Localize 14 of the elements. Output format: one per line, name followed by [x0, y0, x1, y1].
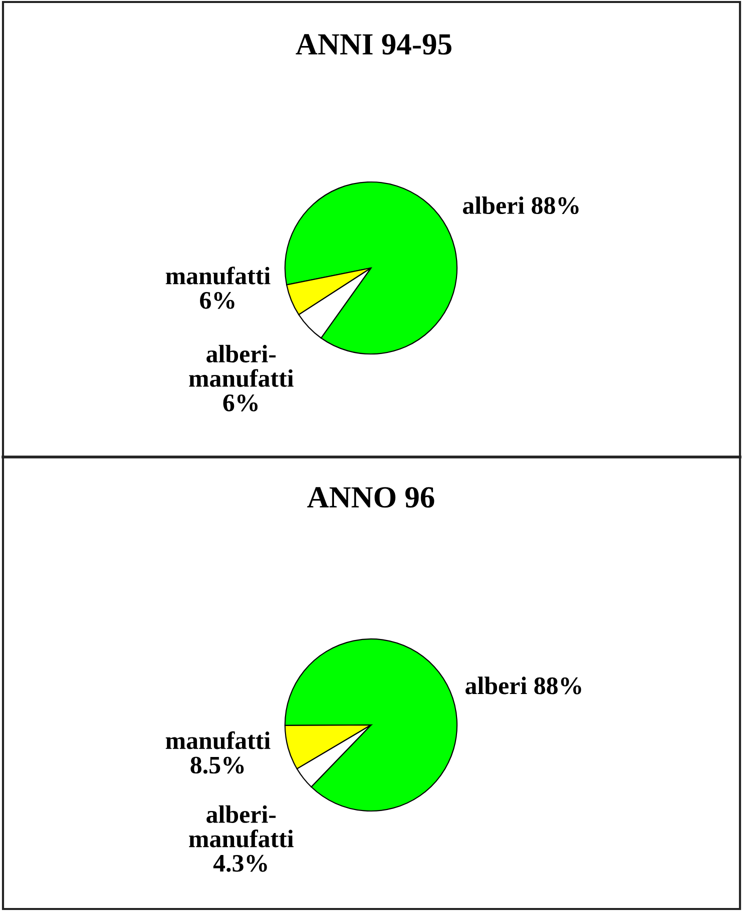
data-label: 6%: [200, 292, 234, 309]
slice-label: alberi-manufatti: [189, 805, 294, 848]
data-label: 6%: [223, 394, 258, 412]
pie-slice: [284, 181, 458, 355]
slice-label: alberi 88%: [462, 196, 579, 214]
chart-title: ANNO 96: [307, 487, 434, 508]
slice-label: manufatti: [166, 266, 270, 284]
data-label: 4.3%: [213, 854, 267, 872]
data-label: 8.5%: [190, 756, 244, 774]
pie-slice: [284, 638, 458, 812]
slice-label: alberi-manufatti: [189, 344, 294, 387]
slice-label: alberi 88%: [466, 676, 582, 694]
chart-title: ANNI 94-95: [296, 34, 452, 55]
slice-label: manufatti: [166, 731, 270, 750]
